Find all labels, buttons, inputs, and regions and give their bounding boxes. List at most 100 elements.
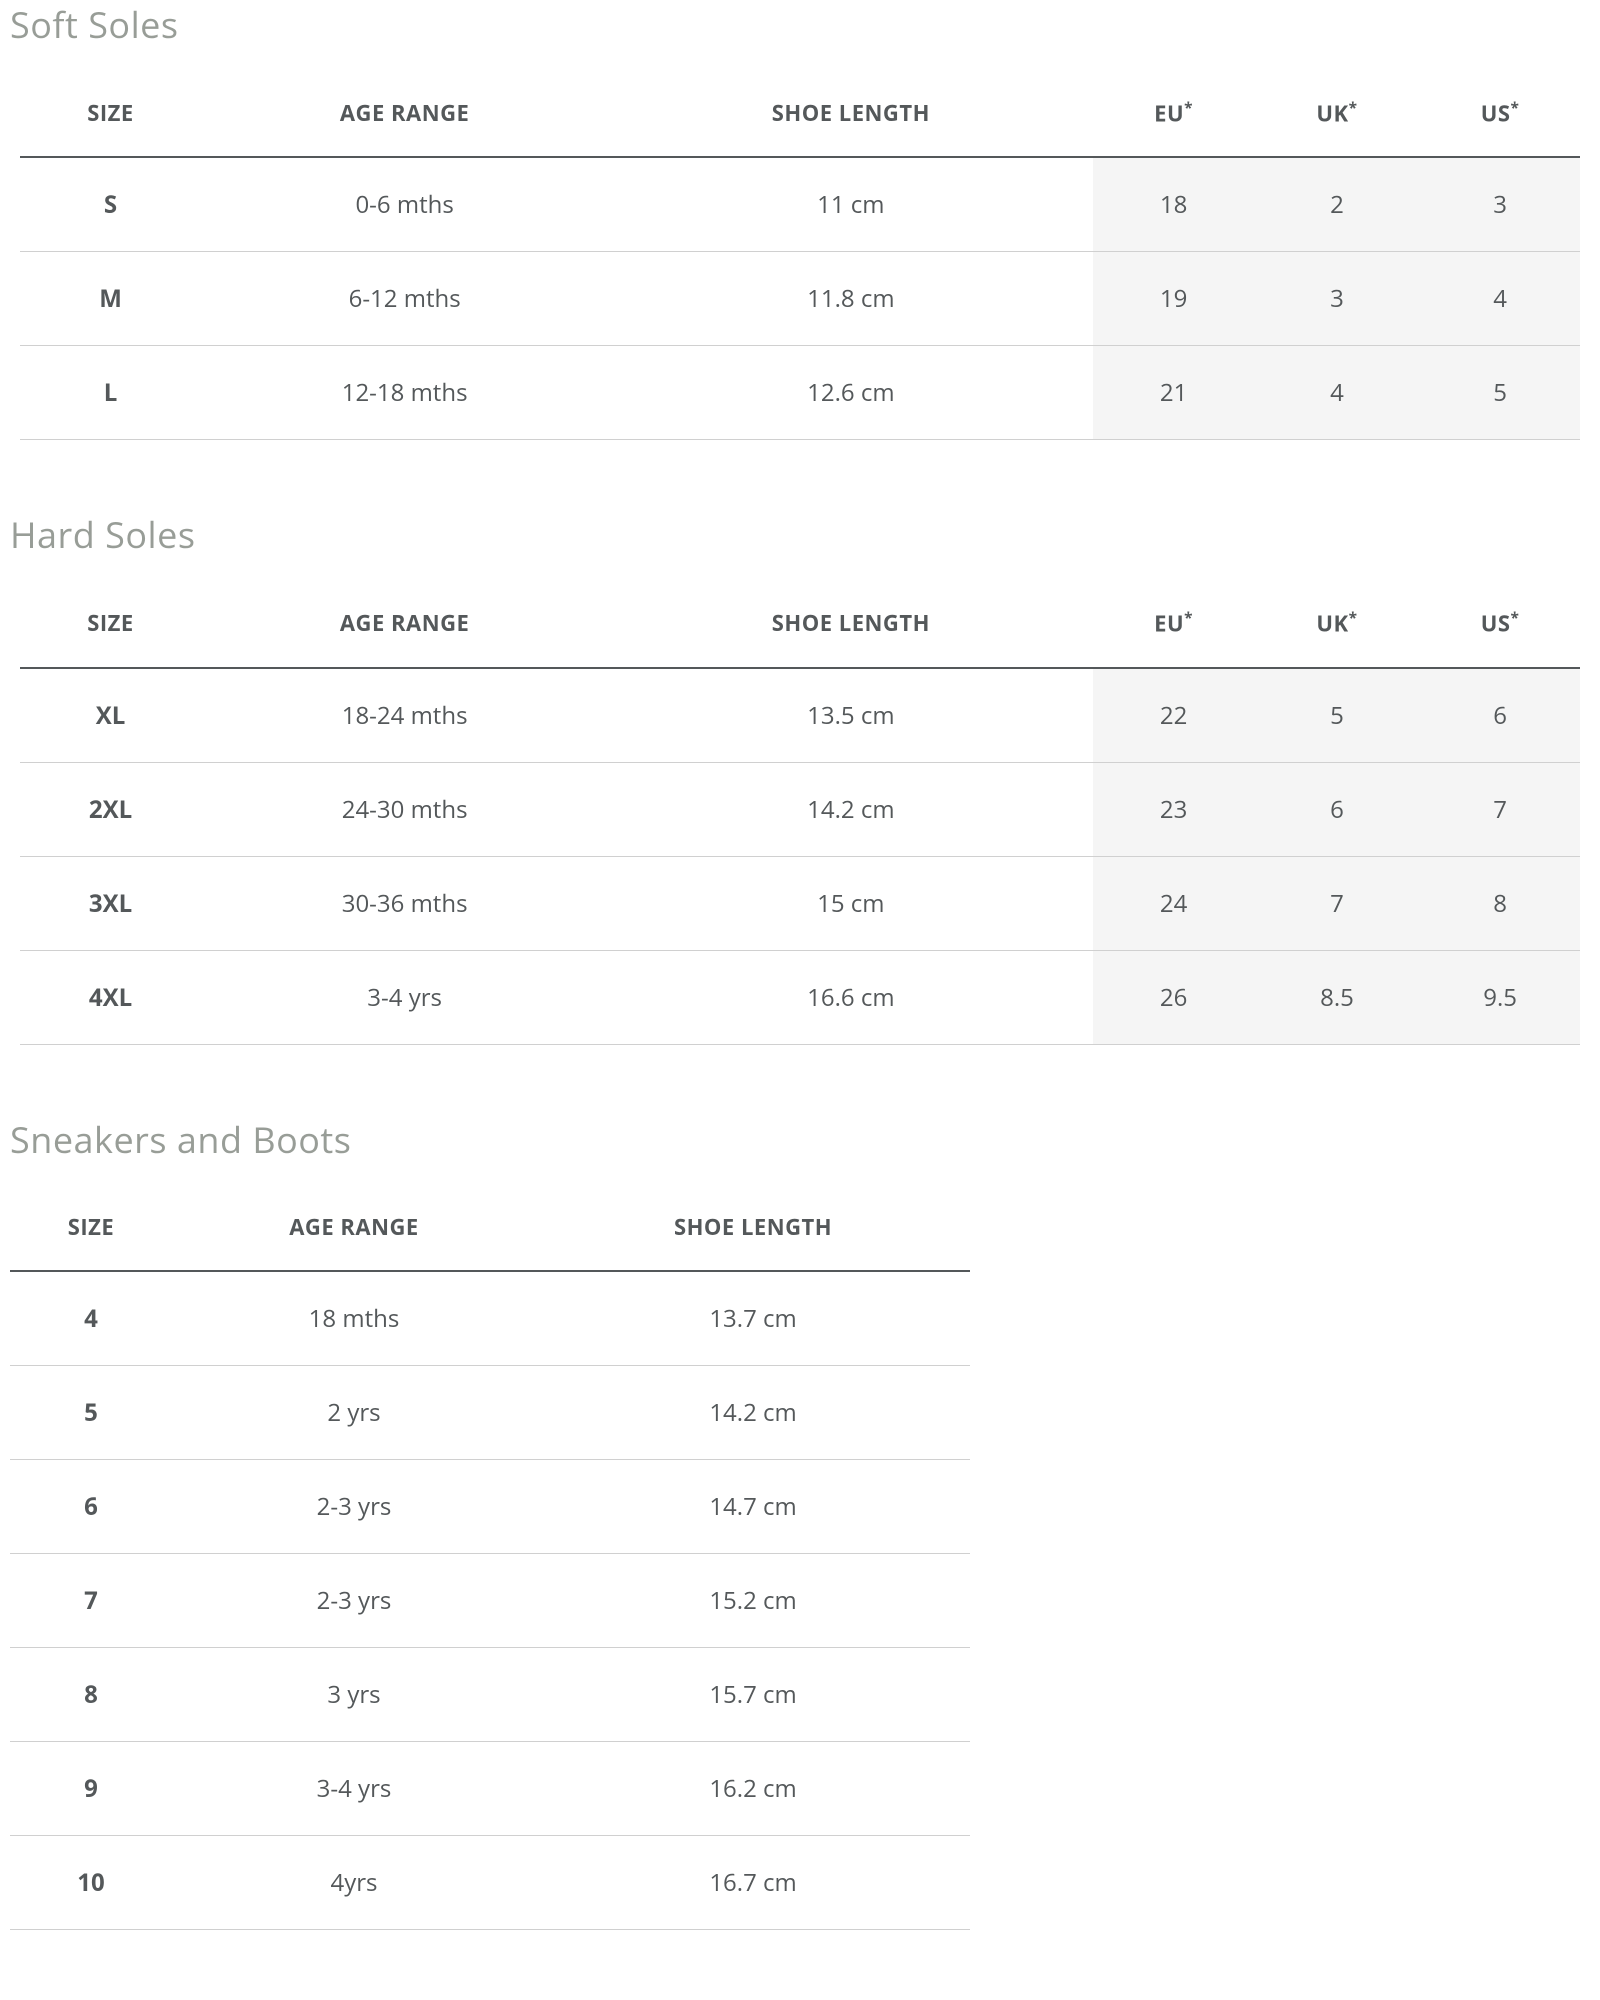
table-cell: 6 <box>1254 762 1421 856</box>
table-cell: 18-24 mths <box>201 668 608 763</box>
table-cell: 4yrs <box>172 1835 536 1929</box>
table-cell: L <box>20 346 201 440</box>
table-cell: 7 <box>1420 762 1580 856</box>
table-cell: 3XL <box>20 856 201 950</box>
table-cell: 14.7 cm <box>536 1459 970 1553</box>
table-cell: 16.7 cm <box>536 1835 970 1929</box>
table-cell: 2XL <box>20 762 201 856</box>
table-cell: 4 <box>10 1271 172 1366</box>
table-cell: 3 <box>1420 157 1580 252</box>
section-title: Soft Soles <box>0 0 1600 69</box>
section-title: Hard Soles <box>0 510 1600 579</box>
table-cell: XL <box>20 668 201 763</box>
table-cell: 2 yrs <box>172 1365 536 1459</box>
col-header: US* <box>1420 579 1580 667</box>
table-cell: 5 <box>1254 668 1421 763</box>
table-cell: 5 <box>10 1365 172 1459</box>
table-cell: 12.6 cm <box>608 346 1093 440</box>
table-cell: 4XL <box>20 950 201 1044</box>
table-row: 418 mths13.7 cm <box>10 1271 970 1366</box>
table-row: 83 yrs15.7 cm <box>10 1647 970 1741</box>
table-cell: 11.8 cm <box>608 252 1093 346</box>
col-header: SIZE <box>10 1184 172 1271</box>
col-header: AGE RANGE <box>172 1184 536 1271</box>
table-cell: 18 mths <box>172 1271 536 1366</box>
table-cell: 3 yrs <box>172 1647 536 1741</box>
col-header: SIZE <box>20 579 201 667</box>
table-cell: 13.7 cm <box>536 1271 970 1366</box>
table-cell: 23 <box>1093 762 1253 856</box>
col-header: SHOE LENGTH <box>536 1184 970 1271</box>
table-cell: 18 <box>1093 157 1253 252</box>
size-table: SIZEAGE RANGESHOE LENGTHEU*UK*US*S0-6 mt… <box>20 69 1580 440</box>
table-cell: 8.5 <box>1254 950 1421 1044</box>
table-cell: 13.5 cm <box>608 668 1093 763</box>
table-row: M6-12 mths11.8 cm1934 <box>20 252 1580 346</box>
table-cell: 0-6 mths <box>201 157 608 252</box>
col-header: AGE RANGE <box>201 69 608 157</box>
table-cell: M <box>20 252 201 346</box>
table-cell: 15.7 cm <box>536 1647 970 1741</box>
table-cell: 4 <box>1254 346 1421 440</box>
section-title: Sneakers and Boots <box>0 1115 1600 1184</box>
table-cell: 8 <box>10 1647 172 1741</box>
section-0: Soft SolesSIZEAGE RANGESHOE LENGTHEU*UK*… <box>0 0 1600 440</box>
table-row: 93-4 yrs16.2 cm <box>10 1741 970 1835</box>
table-cell: 8 <box>1420 856 1580 950</box>
table-row: 62-3 yrs14.7 cm <box>10 1459 970 1553</box>
table-cell: 15 cm <box>608 856 1093 950</box>
table-cell: 6-12 mths <box>201 252 608 346</box>
col-header: AGE RANGE <box>201 579 608 667</box>
table-row: 3XL30-36 mths15 cm2478 <box>20 856 1580 950</box>
table-cell: 12-18 mths <box>201 346 608 440</box>
table-cell: 21 <box>1093 346 1253 440</box>
table-cell: 10 <box>10 1835 172 1929</box>
table-cell: 24-30 mths <box>201 762 608 856</box>
table-cell: 11 cm <box>608 157 1093 252</box>
section-2: Sneakers and BootsSIZEAGE RANGESHOE LENG… <box>0 1115 1600 1930</box>
table-cell: 9 <box>10 1741 172 1835</box>
col-header: UK* <box>1254 69 1421 157</box>
col-header: UK* <box>1254 579 1421 667</box>
table-cell: 22 <box>1093 668 1253 763</box>
table-cell: 19 <box>1093 252 1253 346</box>
table-row: 104yrs16.7 cm <box>10 1835 970 1929</box>
table-row: 52 yrs14.2 cm <box>10 1365 970 1459</box>
table-row: 4XL3-4 yrs16.6 cm268.59.5 <box>20 950 1580 1044</box>
table-cell: 24 <box>1093 856 1253 950</box>
table-cell: 2-3 yrs <box>172 1459 536 1553</box>
table-cell: 26 <box>1093 950 1253 1044</box>
table-row: XL18-24 mths13.5 cm2256 <box>20 668 1580 763</box>
table-cell: 14.2 cm <box>608 762 1093 856</box>
col-header: SHOE LENGTH <box>608 579 1093 667</box>
table-cell: 4 <box>1420 252 1580 346</box>
col-header: SHOE LENGTH <box>608 69 1093 157</box>
col-header: SIZE <box>20 69 201 157</box>
table-row: S0-6 mths11 cm1823 <box>20 157 1580 252</box>
table-cell: 9.5 <box>1420 950 1580 1044</box>
table-row: L12-18 mths12.6 cm2145 <box>20 346 1580 440</box>
table-cell: 7 <box>10 1553 172 1647</box>
table-cell: 3-4 yrs <box>201 950 608 1044</box>
col-header: EU* <box>1093 69 1253 157</box>
table-row: 2XL24-30 mths14.2 cm2367 <box>20 762 1580 856</box>
table-cell: 16.2 cm <box>536 1741 970 1835</box>
col-header: US* <box>1420 69 1580 157</box>
table-cell: 3 <box>1254 252 1421 346</box>
table-cell: 30-36 mths <box>201 856 608 950</box>
table-cell: 15.2 cm <box>536 1553 970 1647</box>
table-cell: 2 <box>1254 157 1421 252</box>
table-cell: 6 <box>1420 668 1580 763</box>
table-cell: 16.6 cm <box>608 950 1093 1044</box>
table-cell: 2-3 yrs <box>172 1553 536 1647</box>
size-table: SIZEAGE RANGESHOE LENGTH418 mths13.7 cm5… <box>10 1184 970 1930</box>
table-cell: 3-4 yrs <box>172 1741 536 1835</box>
size-table: SIZEAGE RANGESHOE LENGTHEU*UK*US*XL18-24… <box>20 579 1580 1044</box>
table-cell: 6 <box>10 1459 172 1553</box>
table-cell: 7 <box>1254 856 1421 950</box>
section-1: Hard SolesSIZEAGE RANGESHOE LENGTHEU*UK*… <box>0 510 1600 1044</box>
table-cell: 14.2 cm <box>536 1365 970 1459</box>
table-row: 72-3 yrs15.2 cm <box>10 1553 970 1647</box>
col-header: EU* <box>1093 579 1253 667</box>
table-cell: 5 <box>1420 346 1580 440</box>
